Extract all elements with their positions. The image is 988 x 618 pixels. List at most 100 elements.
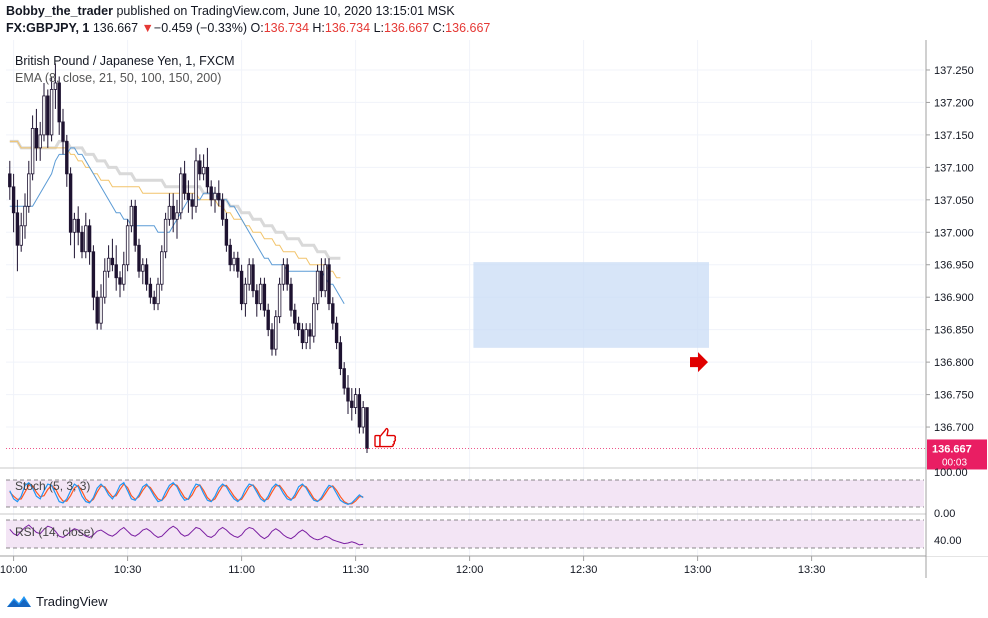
candle <box>148 277 153 304</box>
high-value: 136.734 <box>324 21 371 35</box>
candle-body <box>110 257 115 266</box>
candle <box>179 167 183 220</box>
candle <box>163 212 168 259</box>
price-tick-label: 136.750 <box>934 390 974 402</box>
low-label: L: <box>373 21 384 35</box>
thumbs-up-cuff <box>374 434 381 448</box>
candle <box>243 277 248 317</box>
candle-body <box>201 166 206 175</box>
publish-info: published on TradingView.com, June 10, 2… <box>116 4 455 18</box>
candle <box>152 290 156 311</box>
candle <box>171 193 175 233</box>
symbol-label: FX:GBPJPY, 1 <box>6 21 90 35</box>
consolidation-box[interactable] <box>473 262 709 348</box>
annotations <box>6 352 926 449</box>
time-tick-label: 10:30 <box>114 564 142 576</box>
tradingview-footer[interactable]: TradingView <box>6 590 108 612</box>
candle <box>361 401 365 434</box>
candle-body <box>160 251 164 285</box>
change-down-icon: ▼ <box>141 21 154 35</box>
candle <box>289 277 293 317</box>
candle-body <box>285 264 289 285</box>
candle <box>129 199 134 233</box>
candle-body <box>38 134 42 149</box>
candles <box>8 63 369 454</box>
open-label: O: <box>250 21 264 35</box>
candle-body <box>255 290 259 305</box>
indicator-panes <box>0 467 988 557</box>
candle <box>57 76 61 135</box>
candle <box>270 323 274 356</box>
candle <box>110 238 115 272</box>
author-name[interactable]: Bobby_the_trader <box>6 4 113 18</box>
chart-header: Bobby_the_trader published on TradingVie… <box>0 0 988 40</box>
candle <box>38 121 42 161</box>
candle <box>315 264 320 311</box>
candle <box>236 251 240 278</box>
candle-body <box>106 257 111 272</box>
candle-body <box>103 270 107 298</box>
candle-body <box>156 283 160 305</box>
candle <box>228 238 232 272</box>
high-label: H: <box>312 21 325 35</box>
time-tick-label: 11:00 <box>228 564 255 576</box>
candle-body <box>361 407 365 428</box>
candle <box>49 76 54 142</box>
candle-body <box>220 199 225 220</box>
candle-body <box>319 270 324 292</box>
price-tick-label: 136.950 <box>934 260 974 272</box>
price-tick-label: 137.050 <box>934 195 974 207</box>
candle <box>323 258 327 298</box>
candle <box>167 193 172 226</box>
candle-body <box>171 205 175 220</box>
candle <box>156 277 160 311</box>
price-tick-label: 136.900 <box>934 292 974 304</box>
candle <box>357 388 362 434</box>
price-tick-label: 137.200 <box>934 97 974 109</box>
time-tick-label: 10:00 <box>0 564 27 576</box>
candle <box>125 219 130 272</box>
candle-body <box>217 192 221 201</box>
candle <box>91 245 96 311</box>
current-price-label: 136.667 <box>932 443 972 455</box>
change-value: −0.459 (−0.33%) <box>153 21 248 35</box>
rsi-tick-label: 40.00 <box>934 535 962 547</box>
time-tick-label: 11:30 <box>342 564 369 576</box>
candle-body <box>68 173 73 233</box>
time-tick-label: 12:00 <box>456 564 484 576</box>
candle-body <box>182 173 187 194</box>
candle <box>23 193 27 239</box>
candle <box>353 388 358 415</box>
candle-body <box>133 205 137 246</box>
close-value: 136.667 <box>445 21 491 35</box>
candle <box>137 238 141 278</box>
candle <box>141 258 145 285</box>
candle-body <box>353 394 358 408</box>
candle <box>247 258 251 291</box>
tradingview-brand: TradingView <box>36 593 108 609</box>
time-tick-label: 12:30 <box>570 564 598 576</box>
candle-body <box>186 192 191 201</box>
candle-body <box>114 264 118 279</box>
candle-body <box>365 407 369 449</box>
candle-body <box>209 186 213 201</box>
candle <box>334 316 339 350</box>
candle-body <box>315 270 320 305</box>
candle-body <box>338 342 343 370</box>
candle <box>350 388 354 421</box>
candle-body <box>80 231 84 253</box>
candle-body <box>61 121 65 142</box>
candle-body <box>334 322 339 344</box>
candle <box>65 134 69 187</box>
candle-body <box>19 225 23 246</box>
candle-body <box>239 270 244 305</box>
candle-body <box>270 329 274 350</box>
candle-body <box>15 212 20 246</box>
candle <box>19 212 23 252</box>
candle-body <box>323 264 327 292</box>
price-chart[interactable]: 137.250 137.200 137.150 137.100 137.050 137.0… <box>0 0 988 590</box>
candle-body <box>175 212 179 220</box>
candle <box>285 258 289 291</box>
candle-body <box>266 309 270 331</box>
candle-body <box>277 283 282 318</box>
